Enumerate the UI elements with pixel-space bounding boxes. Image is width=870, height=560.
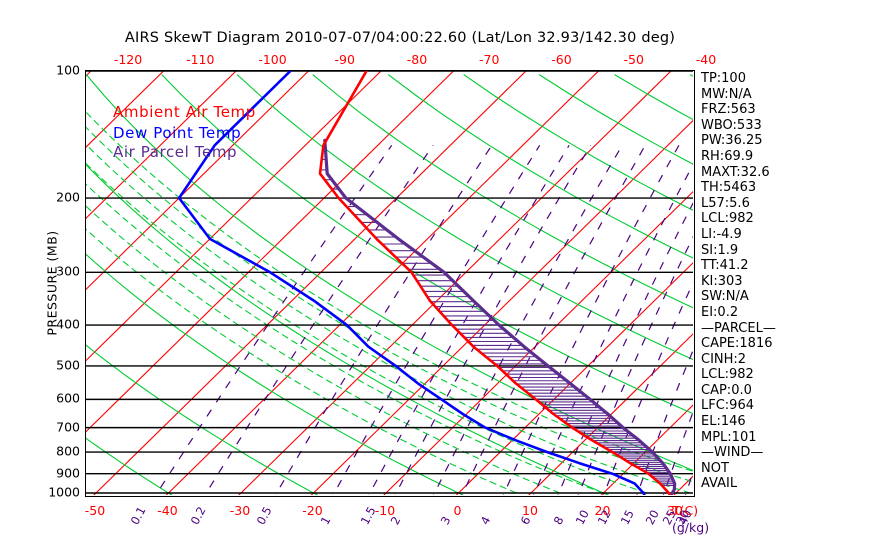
bottom-axis-tick: -10	[374, 503, 396, 518]
mixing-ratio-tick: 10	[572, 507, 592, 527]
pressure-axis-tick: 700	[56, 419, 80, 435]
parameter-row: MPL:101	[701, 429, 757, 445]
parameter-row: TT:41.2	[701, 258, 749, 274]
top-axis-tick: -60	[551, 52, 572, 67]
top-axis-tick: -40	[695, 52, 717, 67]
mixing-ratio-tick: 8	[550, 513, 567, 527]
parameter-row: CAPE:1816	[701, 336, 773, 352]
pressure-axis-label: PRESSURE (MB)	[44, 230, 60, 336]
bottom-axis-tick: 0	[453, 503, 462, 518]
top-axis-tick: -80	[406, 52, 428, 67]
pressure-axis-tick: 1000	[48, 484, 80, 500]
legend-item-parcel: Air Parcel Temp	[113, 143, 238, 161]
parameter-row: TP:100	[701, 71, 746, 86]
parameter-row: EL:146	[701, 414, 746, 430]
bottom-axis-tick: -20	[302, 503, 323, 518]
skewt-plot-svg	[86, 71, 693, 495]
pressure-axis-tick: 600	[56, 390, 80, 406]
pressure-axis-tick: 300	[56, 263, 80, 279]
skewt-plot-area[interactable]	[85, 70, 695, 497]
top-axis-tick: -50	[623, 52, 644, 67]
mixing-ratio-axis-unit: (g/kg)	[672, 520, 710, 535]
parameter-row: NOT	[701, 460, 729, 476]
mixing-ratio-tick: 15	[617, 507, 637, 527]
parameter-row: PW:36.25	[701, 133, 763, 149]
temperature-axis-unit: T(C)	[672, 503, 699, 518]
pressure-axis-tick: 100	[56, 62, 80, 78]
pressure-axis-tick: 900	[56, 465, 80, 481]
parameter-row: SW:N/A	[701, 289, 749, 305]
parameter-row: RH:69.9	[701, 148, 754, 164]
mixing-ratio-tick: 0.2	[187, 504, 209, 527]
page-title: AIRS SkewT Diagram 2010-07-07/04:00:22.6…	[124, 30, 676, 46]
parameter-row: —PARCEL—	[701, 320, 776, 336]
parameter-row: LCL:982	[701, 211, 754, 227]
bottom-axis-tick: -50	[84, 503, 106, 518]
parameter-row: L57:5.6	[701, 195, 750, 211]
bottom-axis-tick: 10	[522, 503, 538, 518]
parameter-row: FRZ:563	[701, 102, 756, 118]
derived-parameters-panel: TP:100 MW:N/A FRZ:563 WBO:533 PW:36.25 RH:69.…	[701, 71, 866, 492]
bottom-axis-tick: -40	[157, 503, 178, 518]
parameter-row: LCL:982	[701, 367, 754, 383]
legend-item-dewpoint: Dew Point Temp	[113, 124, 242, 142]
pressure-axis-tick: 400	[56, 316, 80, 332]
pressure-axis-tick: 500	[56, 357, 80, 373]
parameter-row: CAP:0.0	[701, 382, 752, 398]
parameter-row: SI:1.9	[701, 242, 739, 258]
top-axis-tick: -110	[186, 52, 215, 67]
parameter-row: LFC:964	[701, 398, 754, 414]
parameter-row: LI:-4.9	[701, 226, 742, 242]
mixing-ratio-tick: 1	[317, 513, 334, 527]
parameter-row: TH:5463	[701, 180, 757, 196]
parameter-row: KI:303	[701, 273, 743, 289]
mixing-ratio-tick: 3	[437, 513, 454, 527]
mixing-ratio-tick: 0.1	[127, 504, 149, 527]
legend-item-ambient: Ambient Air Temp	[113, 103, 256, 121]
top-axis-tick: -120	[113, 52, 143, 67]
parameter-row: —WIND—	[701, 445, 764, 461]
parameter-row: WBO:533	[701, 117, 762, 133]
bottom-axis-tick: -30	[229, 503, 251, 518]
parameter-row: AVAIL	[701, 476, 738, 492]
mixing-ratio-tick: 20	[642, 507, 662, 527]
top-axis-tick: -90	[334, 52, 355, 67]
top-axis-tick: -70	[479, 52, 500, 67]
parameter-row: CINH:2	[701, 351, 747, 367]
pressure-axis-tick: 200	[56, 189, 80, 205]
mixing-ratio-tick: 0.5	[253, 504, 275, 527]
mixing-ratio-tick: 2	[387, 513, 404, 527]
bottom-axis-tick: 20	[594, 503, 611, 518]
pressure-axis-tick: 800	[56, 443, 80, 459]
parameter-row: MW:N/A	[701, 86, 752, 102]
top-axis-tick: -100	[258, 52, 287, 67]
bottom-axis-tick: 30	[667, 503, 683, 518]
mixing-ratio-tick: 4	[477, 513, 494, 527]
parameter-row: EI:0.2	[701, 304, 739, 320]
parameter-row: MAXT:32.6	[701, 164, 770, 180]
